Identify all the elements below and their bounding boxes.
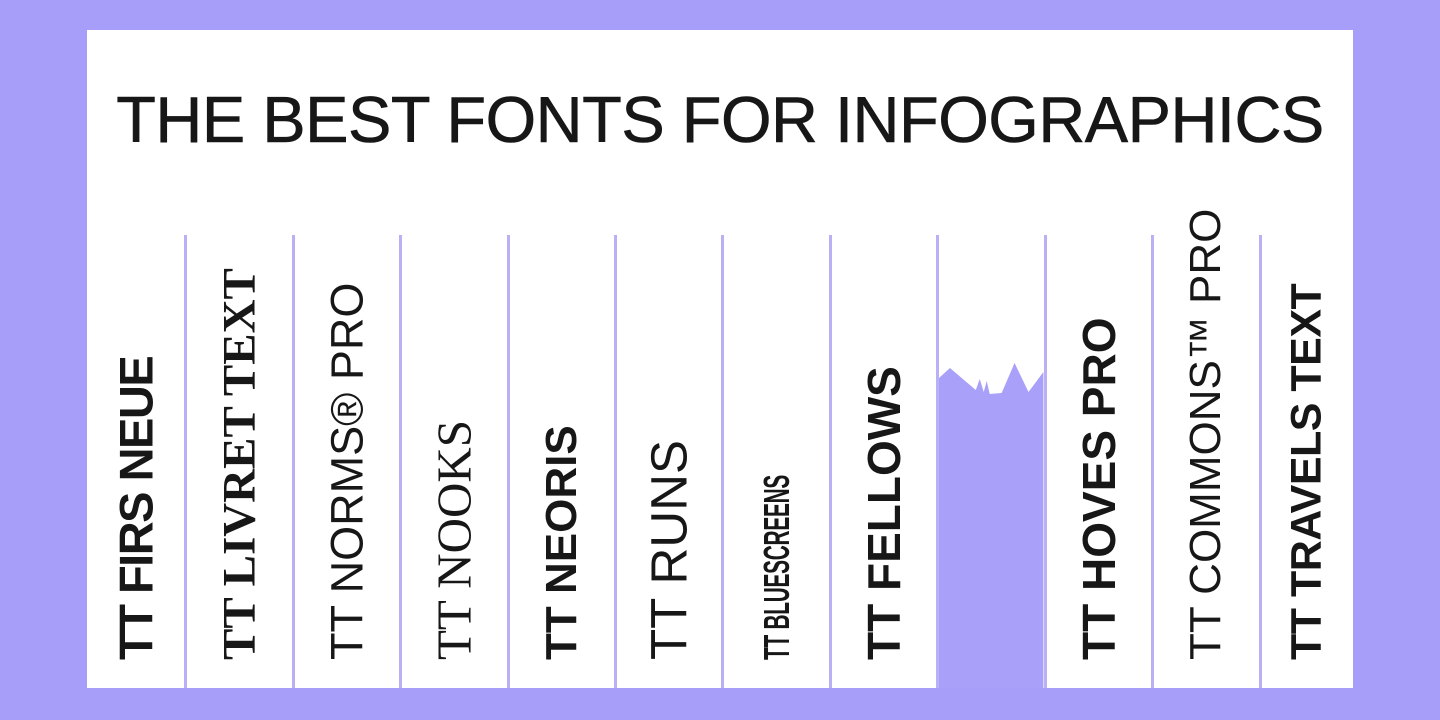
- font-name-label: TT COMMONS™ PRO: [1181, 208, 1231, 660]
- torn-paper-shape: [939, 363, 1044, 688]
- font-name-label: TT NEORIS: [536, 425, 586, 660]
- font-name-label: TT TRAVELS TEXT: [1282, 283, 1331, 660]
- font-column-tt-runs: TT RUNS: [614, 235, 721, 688]
- font-column-tt-livret-text: TT LIVRET TEXT: [184, 235, 291, 688]
- page-title: THE BEST FONTS FOR INFOGRAPHICS: [116, 83, 1325, 156]
- font-name-label: TT NORMS® PRO: [321, 282, 373, 660]
- font-name-label: TT LIVRET TEXT: [213, 268, 266, 660]
- font-column-tt-travels-text: TT TRAVELS TEXT: [1258, 235, 1353, 688]
- font-name-label: TT FIRS NEUE: [109, 356, 163, 660]
- font-name-label: TT HOVES PRO: [1072, 317, 1125, 660]
- font-name-label: TT RUNS: [640, 439, 698, 660]
- font-name-label: TT NOOKS: [426, 419, 482, 660]
- font-name-label: TT FELLOWS: [858, 366, 911, 660]
- font-name-label: TT BLUESCREENS: [755, 474, 797, 660]
- font-column-tt-hoves-pro: TT HOVES PRO: [1043, 235, 1151, 688]
- font-column-tt-bluescreens: TT BLUESCREENS: [721, 235, 828, 688]
- font-column-tt-fellows: TT FELLOWS: [828, 235, 936, 688]
- font-column-tt-neoris: TT NEORIS: [506, 235, 614, 688]
- font-column-tt-firs-neue: TT FIRS NEUE: [87, 235, 184, 688]
- font-column-tt-norms-pro: TT NORMS® PRO: [291, 235, 399, 688]
- font-column-tt-commons-pro: TT COMMONS™ PRO: [1151, 209, 1258, 688]
- font-column-hidden-torn: [936, 235, 1044, 688]
- font-columns: TT FIRS NEUE TT LIVRET TEXT TT NORMS® PR…: [87, 209, 1353, 688]
- infographic-card: THE BEST FONTS FOR INFOGRAPHICS TT FIRS …: [87, 30, 1353, 688]
- font-column-tt-nooks: TT NOOKS: [399, 235, 506, 688]
